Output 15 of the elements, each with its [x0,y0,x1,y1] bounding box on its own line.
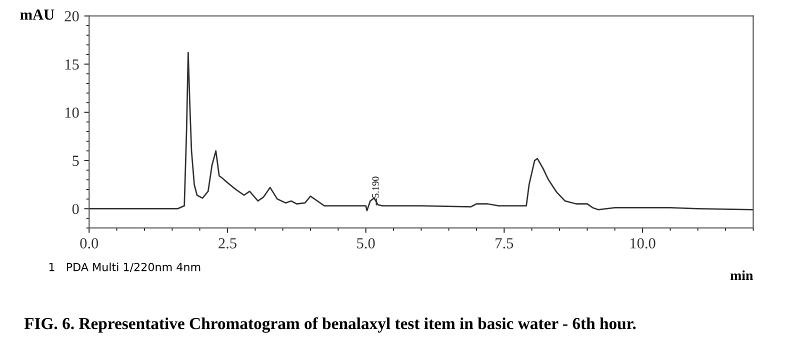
text: FIG. 6. Representative Chromatogram of benalaxyl test item in basic water - 6th hour. [24,317,636,333]
y-tick-label: 20 [64,11,79,22]
x-tick-label: 2.5 [218,238,236,249]
x-tick-label: 10.0 [630,238,656,249]
text: 1 PDA Multi 1/220nm 4nm [49,262,200,272]
annotation: 5.190 [372,176,379,198]
y-tick-label: 10 [65,107,79,118]
y-tick-label: 5 [72,156,79,166]
y-tick-label: 15 [65,59,79,70]
y-tick-label: 0 [72,204,79,214]
x-tick-label: 0.0 [80,238,98,249]
x-axis-title: min [730,270,754,280]
x-tick-label: 5.0 [357,238,375,249]
x-tick-label: 7.5 [496,238,514,249]
y-axis-title: mAU [20,10,54,20]
